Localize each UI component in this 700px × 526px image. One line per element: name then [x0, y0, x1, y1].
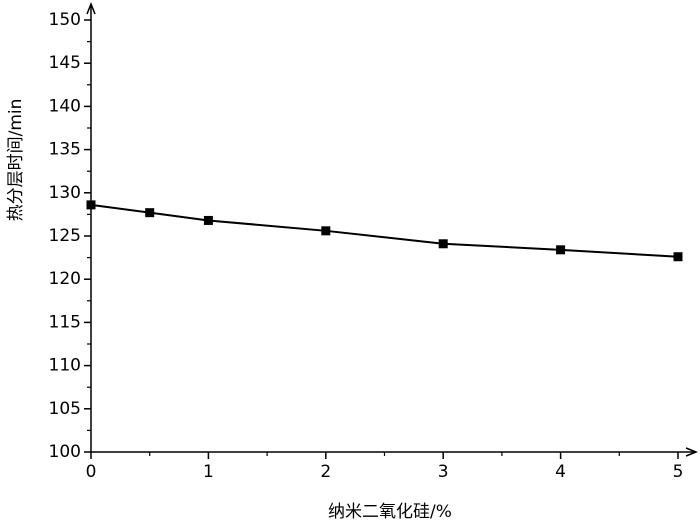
y-tick-label: 125 [49, 226, 81, 246]
y-tick-label: 130 [49, 183, 81, 203]
marker [438, 239, 448, 249]
y-tick-label: 115 [49, 312, 81, 332]
y-tick-label: 120 [49, 269, 81, 289]
y-axis-label: 热分层时间/min [6, 99, 26, 222]
x-axis-arrow [685, 447, 699, 457]
line [90, 203, 679, 258]
marker [556, 245, 566, 255]
y-tick-label: 105 [49, 399, 81, 419]
x-tick-label: 0 [86, 462, 97, 482]
x-tick-label: 5 [673, 462, 684, 482]
marker [203, 215, 213, 225]
x-tick-label: 3 [438, 462, 449, 482]
y-tick-label: 135 [49, 140, 81, 160]
x-tick-label: 4 [555, 462, 566, 482]
y-tick-label: 145 [49, 53, 81, 73]
x-tick-label: 2 [320, 462, 331, 482]
y-axis-arrow [86, 1, 96, 15]
x-tick-label: 1 [203, 462, 214, 482]
marker [145, 208, 155, 218]
y-tick-label: 100 [49, 442, 81, 462]
y-tick-label: 150 [49, 10, 81, 30]
y-tick-label: 110 [49, 356, 81, 376]
x-axis-label: 纳米二氧化硅/% [328, 502, 452, 522]
y-tick-label: 140 [49, 96, 81, 116]
marker [673, 252, 683, 262]
marker [86, 200, 96, 210]
marker [321, 226, 331, 236]
